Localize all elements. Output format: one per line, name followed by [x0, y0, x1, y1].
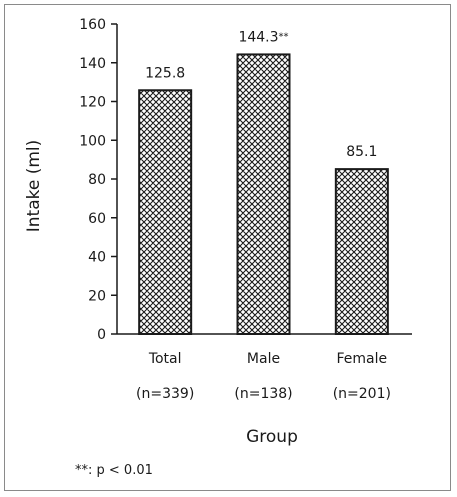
value-labels: 125.8 144.3** 85.1 — [145, 29, 377, 160]
value-label: 125.8 — [145, 65, 185, 81]
value-label-number: 85.1 — [346, 144, 377, 160]
y-tick-label: 40 — [88, 250, 106, 266]
y-tick-label: 100 — [79, 133, 106, 149]
bar-male — [236, 53, 291, 335]
x-tick-label: Female — [337, 351, 388, 367]
y-tick-label: 60 — [88, 211, 106, 227]
y-axis-ticks: 0 20 40 60 80 100 120 140 160 — [79, 17, 117, 343]
y-tick-label: 120 — [79, 95, 106, 111]
y-tick-label: 160 — [79, 17, 106, 33]
x-axis-title: Group — [246, 427, 298, 447]
x-tick-label: Male — [247, 351, 280, 367]
y-tick-label: 140 — [79, 56, 106, 72]
footnote: **: p < 0.01 — [75, 463, 153, 478]
significance-marker: ** — [279, 31, 289, 42]
x-tick-sublabel: (n=201) — [333, 386, 391, 402]
x-tick-label: Total — [148, 351, 182, 367]
bars — [138, 53, 389, 335]
bar-total — [138, 89, 193, 335]
y-tick-label: 80 — [88, 172, 106, 188]
x-tick-sublabel: (n=339) — [136, 386, 194, 402]
x-axis-labels: Total (n=339) Male (n=138) Female (n=201) — [136, 351, 391, 402]
value-label-number: 125.8 — [145, 65, 185, 81]
value-label: 85.1 — [346, 144, 377, 160]
value-label: 144.3** — [238, 29, 288, 45]
y-axis-title: Intake (ml) — [24, 140, 44, 233]
y-tick-label: 20 — [88, 288, 106, 304]
bar-female — [334, 168, 389, 335]
x-tick-sublabel: (n=138) — [234, 386, 292, 402]
value-label-number: 144.3 — [238, 29, 278, 45]
y-tick-label: 0 — [97, 327, 106, 343]
